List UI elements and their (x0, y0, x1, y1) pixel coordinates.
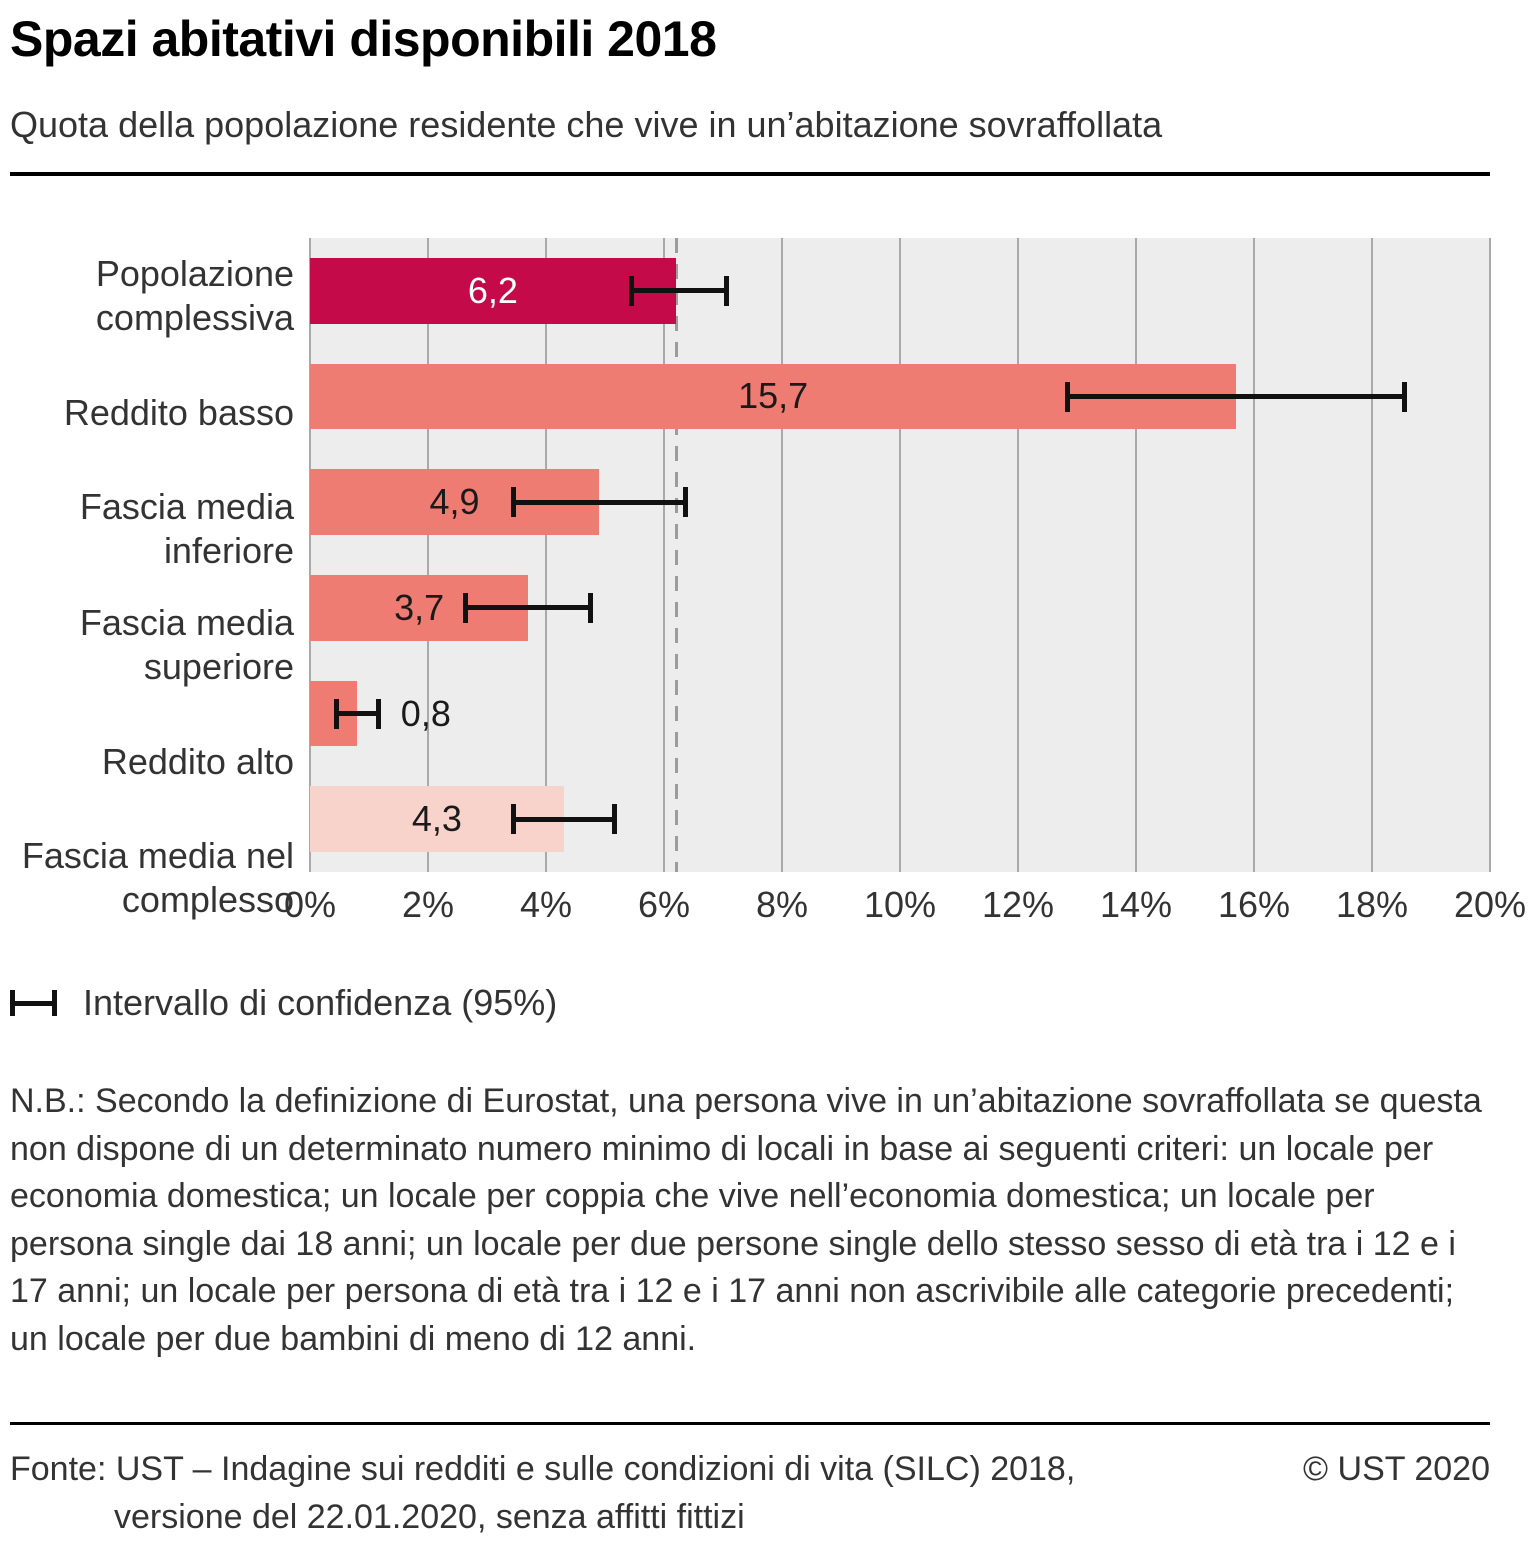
bar: 6,2 (310, 258, 676, 324)
page-subtitle: Quota della popolazione residente che vi… (10, 104, 1163, 145)
x-tick-label: 14% (1099, 884, 1173, 925)
category-label: Reddito alto (101, 740, 294, 782)
gridline (663, 238, 665, 872)
category-label: Fascia media inferiore (79, 485, 294, 571)
gridline (1017, 238, 1019, 872)
x-tick-label: 18% (1335, 884, 1409, 925)
gridline (781, 238, 783, 872)
gridline (427, 238, 429, 872)
bar-row: 4,9 (310, 449, 1490, 555)
value-label: 0,8 (400, 692, 451, 734)
footnote: N.B.: Secondo la definizione di Eurostat… (10, 1082, 1482, 1358)
category-label: Fascia media nel complesso (21, 834, 294, 920)
plot-area: 6,2 15,7 4,9 3,7 0,8 4,3 (309, 238, 1491, 872)
value-label: 15,7 (738, 375, 809, 417)
gridline (1489, 238, 1491, 872)
reference-line (674, 238, 678, 872)
page-title: Spazi abitativi disponibili 2018 (10, 11, 717, 67)
gridline (1135, 238, 1137, 872)
x-tick-label: 12% (981, 884, 1055, 925)
category-label: Reddito basso (63, 391, 294, 433)
error-bar (628, 288, 729, 294)
bar-row: 3,7 (310, 555, 1490, 661)
bar-row: 6,2 (310, 238, 1490, 344)
bar-row: 15,7 (310, 344, 1490, 450)
source-line2: versione del 22.01.2020, senza affitti f… (114, 1497, 745, 1536)
x-tick-label: 16% (1217, 884, 1291, 925)
source-text: Fonte: UST – Indagine sui redditi e sull… (10, 1445, 1075, 1542)
x-tick-label: 6% (637, 884, 691, 925)
value-label: 3,7 (394, 586, 445, 628)
x-tick-label: 20% (1453, 884, 1527, 925)
category-label: Fascia media superiore (79, 602, 294, 688)
category-label: Popolazione complessiva (95, 253, 294, 339)
bar: 3,7 (310, 575, 529, 641)
gridline (1371, 238, 1373, 872)
legend: Intervallo di confidenza (95%) (10, 982, 1490, 1024)
footer: Fonte: UST – Indagine sui redditi e sull… (10, 1421, 1490, 1542)
header-divider (10, 172, 1490, 176)
gridline (309, 238, 311, 872)
x-tick-label: 4% (519, 884, 573, 925)
plot-wrap: 6,2 15,7 4,9 3,7 0,8 4,3 0% 2% 4% 6% 8% 10% 12% 14% 1… (284, 238, 1526, 936)
legend-label: Intervallo di confidenza (95%) (83, 982, 558, 1023)
value-label: 6,2 (467, 269, 518, 311)
error-bar (1065, 394, 1408, 399)
x-axis-ticks: 0% 2% 4% 6% 8% 10% 12% 14% 16% 18% 20% (284, 884, 1526, 936)
confidence-interval-icon (10, 990, 57, 1016)
x-tick-label: 10% (863, 884, 937, 925)
value-label: 4,3 (411, 798, 462, 840)
y-axis-labels: Popolazione complessiva Reddito basso Fasc… (10, 238, 310, 936)
error-bar (333, 711, 381, 717)
bar-row: 0,8 (310, 661, 1490, 767)
error-bar (510, 499, 688, 505)
chart-page: Spazi abitativi disponibili 2018 Quota d… (10, 10, 1526, 1542)
error-bar (510, 816, 617, 822)
gridline (1253, 238, 1255, 872)
bar-row: 4,3 (310, 766, 1490, 872)
x-tick-label: 0% (283, 884, 337, 925)
gridline (899, 238, 901, 872)
bar-chart: Popolazione complessiva Reddito basso Fasc… (10, 238, 1526, 936)
gridline (545, 238, 547, 872)
copyright: © UST 2020 (1303, 1449, 1490, 1488)
value-label: 4,9 (429, 481, 480, 523)
x-tick-label: 8% (755, 884, 809, 925)
x-tick-label: 2% (401, 884, 455, 925)
error-bar (463, 605, 594, 611)
source-line1: Fonte: UST – Indagine sui redditi e sull… (10, 1449, 1076, 1488)
